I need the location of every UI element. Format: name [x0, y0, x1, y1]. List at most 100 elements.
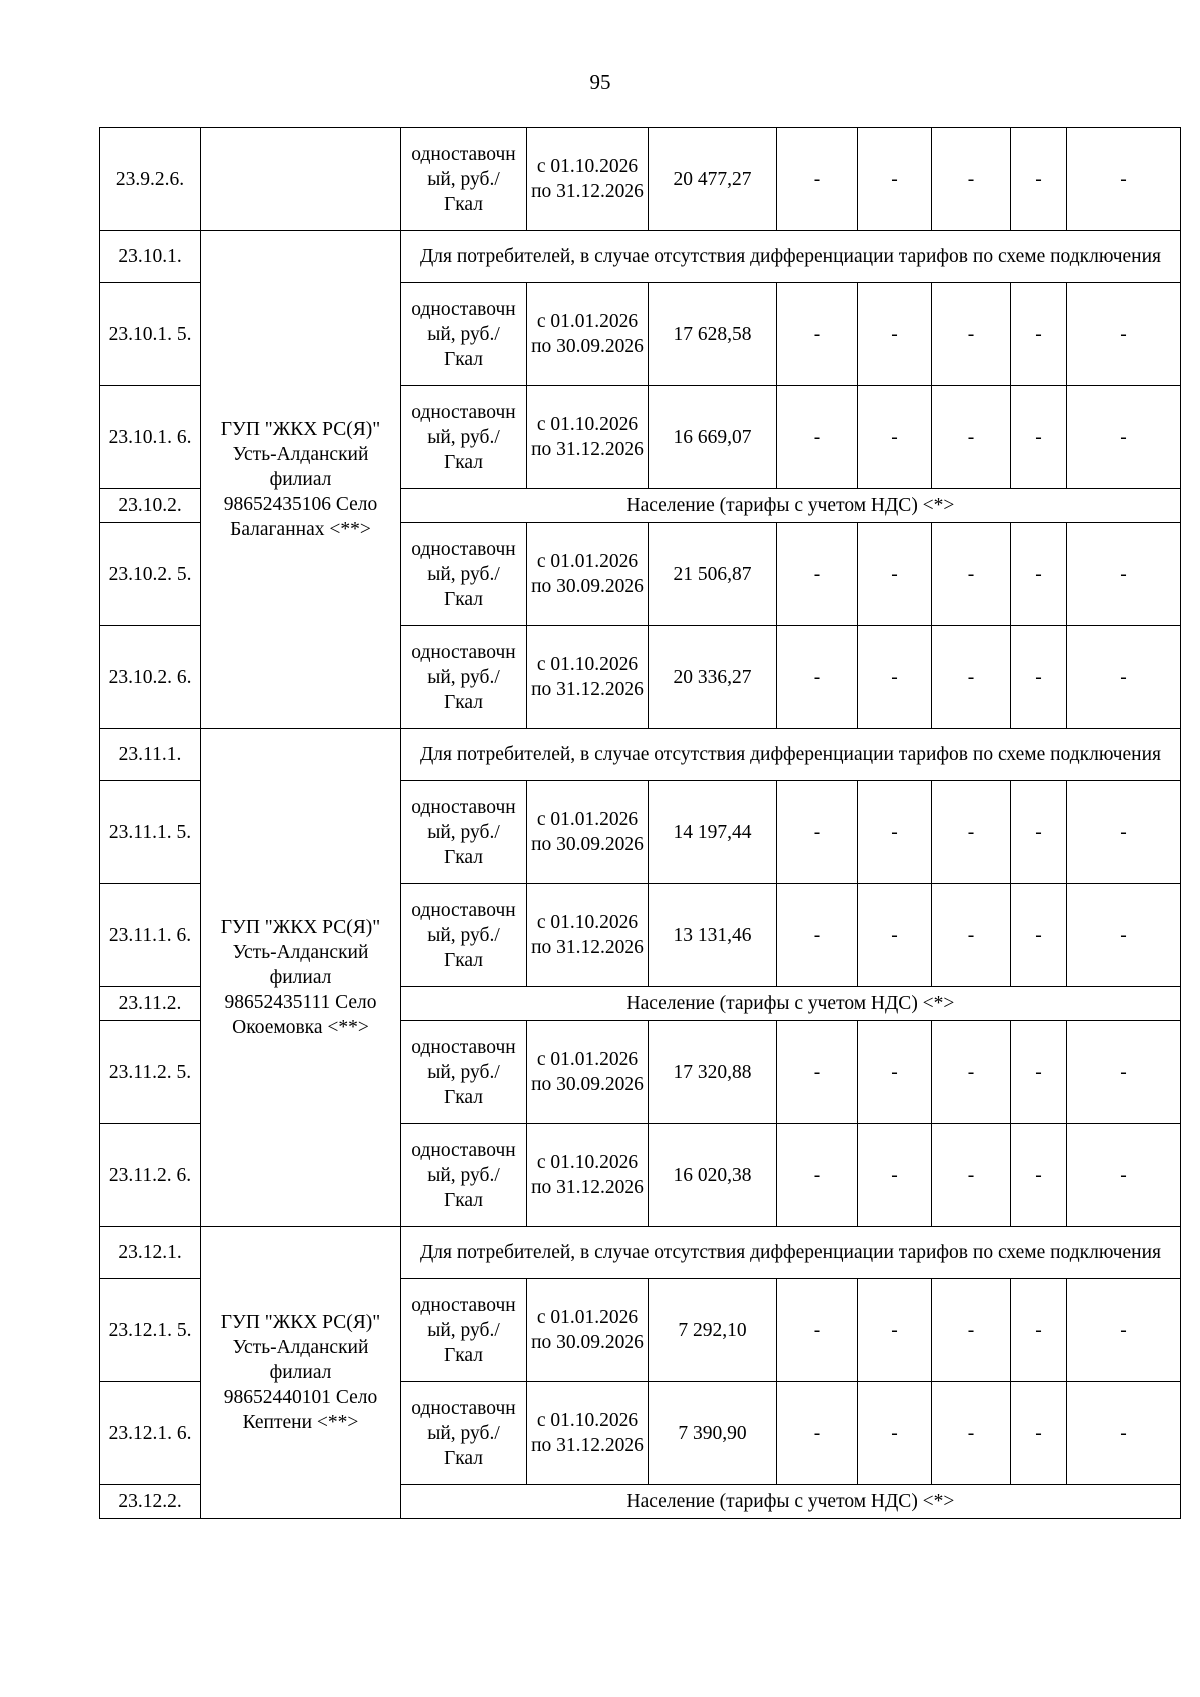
organization-cell: ГУП "ЖКХ РС(Я)" Усть-Алданский филиал 98…: [200, 1226, 401, 1519]
empty-value: -: [1066, 522, 1181, 626]
empty-value: -: [1010, 1381, 1067, 1485]
tariff-period: с 01.10.2026 по 31.12.2026: [526, 1123, 649, 1227]
empty-value: -: [776, 1278, 858, 1382]
tariff-table: 23.9.2.6. одноставочный, руб./Гкал с 01.10…: [99, 127, 1181, 1519]
empty-value: -: [776, 1123, 858, 1227]
tariff-type: одноставочный, руб./Гкал: [400, 385, 527, 489]
section-header: Население (тарифы с учетом НДС) <*>: [400, 488, 1181, 523]
section-header: Для потребителей, в случае отсутствия ди…: [400, 230, 1181, 283]
empty-value: -: [1010, 522, 1067, 626]
empty-value: -: [857, 282, 932, 386]
empty-value: -: [1066, 127, 1181, 231]
row-number: 23.11.1. 6.: [99, 883, 201, 987]
row-number: 23.11.1.: [99, 728, 201, 781]
tariff-type: одноставочный, руб./Гкал: [400, 883, 527, 987]
tariff-period: с 01.01.2026 по 30.09.2026: [526, 780, 649, 884]
tariff-period: с 01.10.2026 по 31.12.2026: [526, 127, 649, 231]
tariff-row: 23.11.2. 6. одноставочный, руб./Гкал с 01.…: [99, 1123, 1181, 1227]
empty-value: -: [857, 1381, 932, 1485]
empty-value: -: [1010, 385, 1067, 489]
empty-value: -: [1066, 1278, 1181, 1382]
empty-value: -: [857, 1123, 932, 1227]
row-number: 23.9.2.6.: [99, 127, 201, 231]
page-number: 95: [589, 70, 611, 94]
empty-value: -: [857, 780, 932, 884]
tariff-value: 7 292,10: [648, 1278, 777, 1382]
empty-value: -: [1010, 282, 1067, 386]
section-header-row: 23.10.1. ГУП "ЖКХ РС(Я)" Усть-Алданский ф…: [99, 230, 1181, 729]
tariff-type: одноставочный, руб./Гкал: [400, 522, 527, 626]
row-number: 23.10.2. 5.: [99, 522, 201, 626]
empty-value: -: [776, 883, 858, 987]
tariff-value: 13 131,46: [648, 883, 777, 987]
empty-value: -: [776, 780, 858, 884]
empty-value: -: [776, 625, 858, 729]
empty-value: -: [931, 282, 1011, 386]
row-number: 23.10.1. 6.: [99, 385, 201, 489]
tariff-type: одноставочный, руб./Гкал: [400, 780, 527, 884]
tariff-type: одноставочный, руб./Гкал: [400, 1381, 527, 1485]
tariff-value: 20 477,27: [648, 127, 777, 231]
tariff-row: 23.11.1. 5. одноставочный, руб./Гкал с 01.…: [99, 780, 1181, 884]
empty-value: -: [931, 385, 1011, 489]
empty-value: -: [1010, 780, 1067, 884]
empty-value: -: [857, 1278, 932, 1382]
tariff-type: одноставочный, руб./Гкал: [400, 625, 527, 729]
empty-value: -: [1010, 625, 1067, 729]
tariff-row: 23.10.1. 5. одноставочный, руб./Гкал с 01.…: [99, 282, 1181, 386]
organization-cell: [200, 127, 401, 231]
tariff-value: 17 320,88: [648, 1020, 777, 1124]
row-number: 23.12.2.: [99, 1484, 201, 1519]
tariff-period: с 01.10.2026 по 31.12.2026: [526, 1381, 649, 1485]
empty-value: -: [1010, 1278, 1067, 1382]
empty-value: -: [931, 625, 1011, 729]
tariff-period: с 01.01.2026 по 30.09.2026: [526, 1278, 649, 1382]
empty-value: -: [776, 127, 858, 231]
tariff-period: с 01.10.2026 по 31.12.2026: [526, 625, 649, 729]
empty-value: -: [857, 883, 932, 987]
section-header-row: 23.11.2. Население (тарифы с учетом НДС) …: [99, 986, 1181, 1021]
empty-value: -: [776, 1381, 858, 1485]
section-header: Для потребителей, в случае отсутствия ди…: [400, 1226, 1181, 1279]
row-number: 23.10.2. 6.: [99, 625, 201, 729]
tariff-value: 17 628,58: [648, 282, 777, 386]
empty-value: -: [776, 1020, 858, 1124]
tariff-value: 14 197,44: [648, 780, 777, 884]
tariff-period: с 01.10.2026 по 31.12.2026: [526, 883, 649, 987]
tariff-type: одноставочный, руб./Гкал: [400, 1020, 527, 1124]
empty-value: -: [776, 385, 858, 489]
empty-value: -: [857, 1020, 932, 1124]
empty-value: -: [931, 1278, 1011, 1382]
empty-value: -: [857, 522, 932, 626]
empty-value: -: [1066, 625, 1181, 729]
tariff-row: 23.10.2. 6. одноставочный, руб./Гкал с 01.…: [99, 625, 1181, 729]
tariff-row: 23.11.2. 5. одноставочный, руб./Гкал с 01.…: [99, 1020, 1181, 1124]
row-number: 23.10.2.: [99, 488, 201, 523]
section-header-row: 23.11.1. ГУП "ЖКХ РС(Я)" Усть-Алданский ф…: [99, 728, 1181, 1227]
organization-cell: ГУП "ЖКХ РС(Я)" Усть-Алданский филиал 98…: [200, 230, 401, 729]
empty-value: -: [931, 780, 1011, 884]
empty-value: -: [857, 385, 932, 489]
tariff-value: 16 020,38: [648, 1123, 777, 1227]
tariff-row: 23.11.1. 6. одноставочный, руб./Гкал с 01.…: [99, 883, 1181, 987]
row-number: 23.10.1. 5.: [99, 282, 201, 386]
section-header: Население (тарифы с учетом НДС) <*>: [400, 986, 1181, 1021]
empty-value: -: [857, 625, 932, 729]
empty-value: -: [1010, 1123, 1067, 1227]
empty-value: -: [931, 127, 1011, 231]
tariff-type: одноставочный, руб./Гкал: [400, 282, 527, 386]
row-number: 23.12.1.: [99, 1226, 201, 1279]
empty-value: -: [1066, 385, 1181, 489]
empty-value: -: [1066, 1381, 1181, 1485]
row-number: 23.12.1. 5.: [99, 1278, 201, 1382]
empty-value: -: [1066, 282, 1181, 386]
tariff-value: 16 669,07: [648, 385, 777, 489]
empty-value: -: [931, 522, 1011, 626]
empty-value: -: [1066, 1020, 1181, 1124]
tariff-type: одноставочный, руб./Гкал: [400, 1278, 527, 1382]
tariff-row: 23.9.2.6. одноставочный, руб./Гкал с 01.10…: [99, 127, 1181, 231]
tariff-row: 23.10.2. 5. одноставочный, руб./Гкал с 01.…: [99, 522, 1181, 626]
tariff-period: с 01.01.2026 по 30.09.2026: [526, 522, 649, 626]
tariff-row: 23.10.1. 6. одноставочный, руб./Гкал с 01.…: [99, 385, 1181, 489]
row-number: 23.12.1. 6.: [99, 1381, 201, 1485]
